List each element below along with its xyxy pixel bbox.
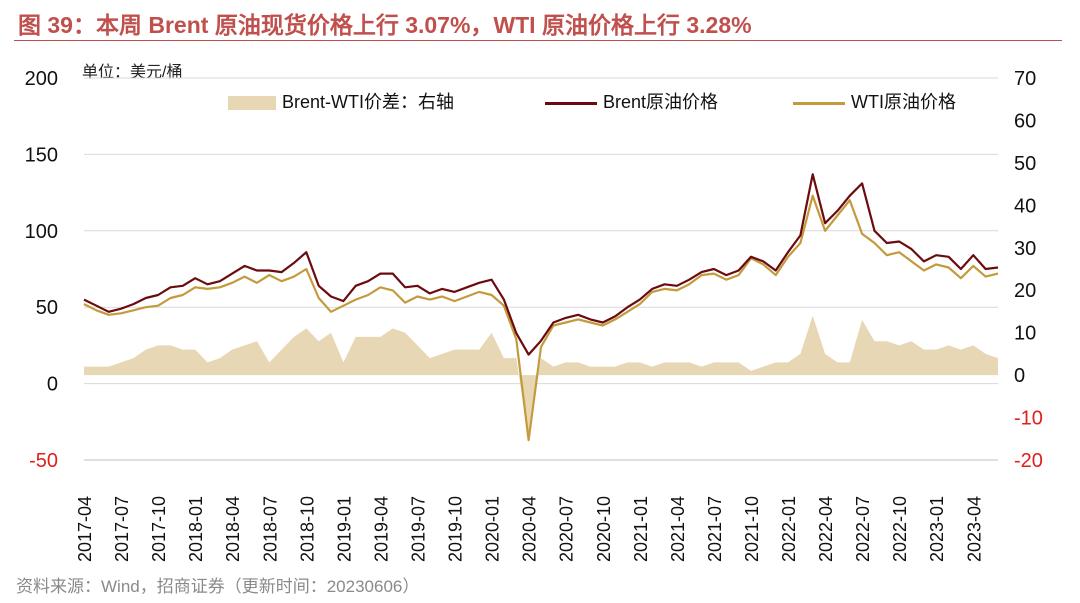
y-left-tick-label: 0 (47, 374, 58, 396)
x-tick-label: 2022-07 (853, 496, 873, 562)
series-area-spread (84, 315, 998, 439)
x-tick-label: 2022-04 (816, 496, 836, 562)
y-left-tick-label: 200 (25, 68, 58, 90)
legend-label-spread: Brent-WTI价差：右轴 (282, 92, 455, 112)
legend-swatch-brent (545, 101, 597, 105)
y-right-tick-label: 0 (1014, 365, 1025, 387)
unit-label: 单位：美元/桶 (82, 64, 183, 81)
y-left-tick-label: -50 (29, 450, 58, 472)
x-tick-label: 2020-04 (520, 496, 540, 562)
x-tick-label: 2018-01 (186, 496, 206, 562)
y-right-tick-label: 20 (1014, 280, 1036, 302)
x-tick-label: 2018-07 (260, 496, 280, 562)
y-right-tick-label: 60 (1014, 110, 1036, 132)
legend-swatch-wti (793, 101, 845, 105)
y-right-tick-label: 70 (1014, 68, 1036, 90)
x-tick-label: 2022-10 (890, 496, 910, 562)
x-tick-label: 2021-01 (631, 496, 651, 562)
title-underline (14, 40, 1062, 41)
x-tick-label: 2021-10 (742, 496, 762, 562)
y-right-tick-label: 50 (1014, 153, 1036, 175)
x-tick-label: 2019-07 (408, 496, 428, 562)
y-right-tick-label: -20 (1014, 450, 1043, 472)
legend-item-wti: WTI原油价格 (793, 88, 956, 114)
y-right-tick-label: 40 (1014, 195, 1036, 217)
series-line-wti (83, 194, 999, 442)
page-title: 图 39：本周 Brent 原油现货价格上行 3.07%，WTI 原油价格上行 … (18, 12, 752, 38)
x-tick-label: 2017-07 (112, 496, 132, 562)
x-tick-label: 2019-04 (371, 496, 391, 562)
y-left-tick-label: 50 (36, 297, 58, 319)
legend-item-spread: Brent-WTI价差：右轴 (228, 88, 454, 114)
y-left-tick-label: 100 (25, 221, 58, 243)
x-tick-label: 2017-04 (75, 496, 95, 562)
x-tick-label: 2021-04 (668, 496, 688, 562)
x-tick-label: 2022-01 (779, 496, 799, 562)
x-tick-label: 2023-04 (964, 496, 984, 562)
x-tick-label: 2023-01 (927, 496, 947, 562)
x-tick-label: 2021-07 (705, 496, 725, 562)
legend-swatch-spread (228, 96, 276, 111)
x-tick-label: 2018-10 (297, 496, 317, 562)
y-right-tick-label: -10 (1014, 408, 1043, 430)
x-tick-label: 2019-10 (446, 496, 466, 562)
x-tick-label: 2018-04 (223, 496, 243, 562)
legend-label-brent: Brent原油价格 (603, 92, 719, 112)
y-right-tick-label: 30 (1014, 238, 1036, 260)
series-line-brent (83, 173, 999, 356)
x-tick-label: 2019-01 (334, 496, 354, 562)
y-left-tick-label: 150 (25, 144, 58, 166)
x-tick-label: 2017-10 (149, 496, 169, 562)
legend-label-wti: WTI原油价格 (851, 92, 956, 112)
y-right-tick-label: 10 (1014, 323, 1036, 345)
x-tick-label: 2020-01 (483, 496, 503, 562)
x-tick-label: 2020-07 (557, 496, 577, 562)
x-tick-label: 2020-10 (594, 496, 614, 562)
source-note: 资料来源：Wind，招商证券（更新时间：20230606） (16, 577, 420, 596)
legend-item-brent: Brent原油价格 (545, 88, 718, 114)
